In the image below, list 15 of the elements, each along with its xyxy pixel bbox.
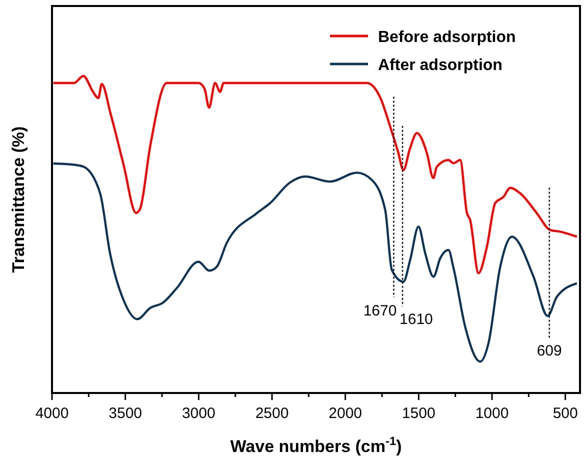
x-tick-label: 2000 <box>328 405 362 422</box>
x-tick-label: 4000 <box>35 405 69 422</box>
x-tick-label: 3500 <box>108 405 142 422</box>
ref-line-label: 1670 <box>363 302 397 320</box>
x-tick-label: 1000 <box>475 405 509 422</box>
y-axis-title: Transmittance (%) <box>9 126 28 273</box>
legend-label: Before adsorption <box>378 29 516 46</box>
x-axis-title: Wave numbers (cm$^{-1}$) <box>230 434 402 456</box>
x-tick-label: 2500 <box>255 405 289 422</box>
ref-line-label: 1610 <box>400 311 433 328</box>
x-tick-label: 1500 <box>402 405 436 422</box>
ref-line-label: 609 <box>536 342 562 360</box>
x-tick-label: 500 <box>552 405 578 422</box>
legend-label: After adsorption <box>378 57 502 74</box>
x-tick-label: 3000 <box>182 405 216 422</box>
